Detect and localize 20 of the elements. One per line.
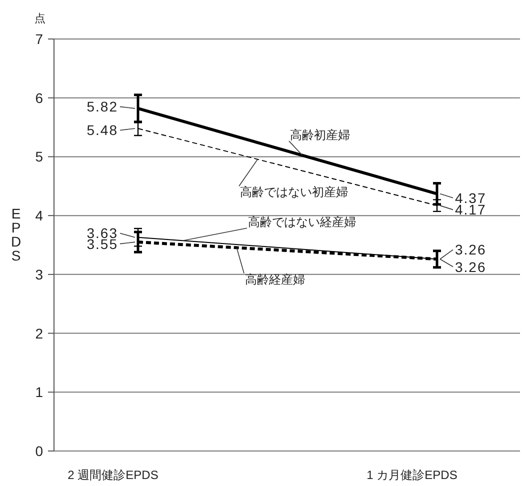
y-tick-label: 0: [35, 443, 44, 459]
text: 点: [34, 12, 46, 25]
x-tick-label: 1 カ月健診EPDS: [366, 468, 458, 482]
x-tick-label: 2 週間健診EPDS: [68, 468, 158, 482]
series-label: 高齢経産婦: [245, 272, 305, 286]
y-tick-label: 7: [35, 31, 44, 47]
y-tick-label: 3: [35, 266, 44, 282]
series-label: 高齢ではない経産婦: [248, 215, 356, 230]
y-axis-title: EPDS: [10, 206, 22, 264]
data-label: 5.82: [86, 98, 118, 115]
series-label: 高齢初産婦: [290, 128, 350, 142]
y-tick-label: 4: [35, 208, 44, 224]
data-label: 3.26: [455, 258, 486, 275]
data-label: 5.48: [86, 122, 118, 138]
data-label: 3.26: [455, 242, 486, 258]
y-tick-label: 6: [35, 90, 44, 106]
y-tick-label: 2: [35, 325, 44, 342]
y-tick-label: 5: [35, 148, 44, 165]
y-tick-label: 1: [35, 384, 44, 400]
series-label: 高齢ではない初産婦: [240, 185, 348, 200]
